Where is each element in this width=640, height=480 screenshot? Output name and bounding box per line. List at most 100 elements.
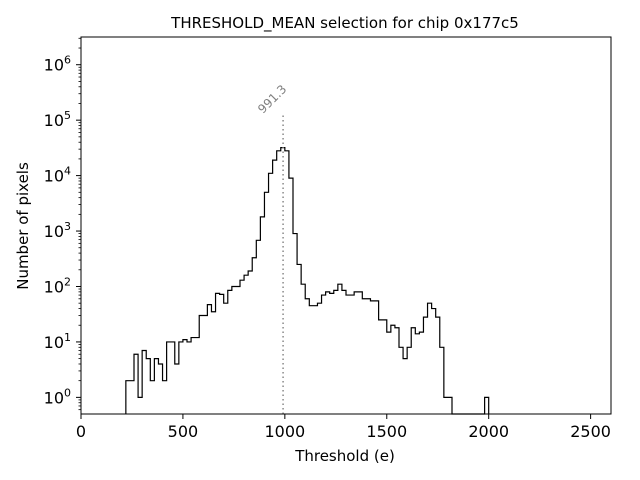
histogram-bin [313,306,317,414]
histogram-bin [244,275,248,414]
histogram-bin [138,397,142,414]
histogram-bin [134,354,138,414]
histogram-bin [228,290,232,414]
histogram-bin [232,286,236,414]
histogram-bin [154,359,158,414]
histogram-bin [273,160,277,414]
histogram-bin [334,290,338,414]
histogram-bin [370,301,374,414]
histogram-bin [395,328,399,414]
histogram-bin [432,309,436,414]
histogram-bin [375,301,379,414]
histogram-bin [423,317,427,414]
histogram-bin [440,347,444,414]
y-tick-label: 106 [44,54,71,75]
x-tick-label: 1000 [264,422,305,441]
histogram-bin [163,381,167,414]
histogram-bin [179,342,183,414]
x-tick-label: 1500 [366,422,407,441]
histogram-bin [342,290,346,414]
histogram-bin [436,317,440,414]
y-tick-label: 104 [44,165,71,186]
histogram-bin [293,234,297,414]
histogram-bin [211,312,215,414]
histogram-bin [183,340,187,414]
histogram-bin [252,258,256,414]
histogram-bin [297,264,301,414]
histogram-bin [175,364,179,414]
histogram-bin [326,292,330,414]
histogram-bin [403,359,407,414]
x-tick-label: 0 [76,422,86,441]
histogram-bin [346,295,350,414]
histogram-bin [220,294,224,414]
plot-frame [80,36,612,415]
histogram-bin [207,305,211,414]
histogram-bin [448,397,452,414]
histogram-bin [362,299,366,414]
histogram-series [125,147,490,415]
y-axis: 100 101 102 103 104 105 106 [44,37,81,411]
x-axis-label: Threshold (e) [294,447,395,465]
histogram-bin [187,342,191,414]
histogram-bin [289,178,293,414]
histogram-bin [419,332,423,414]
y-axis-label: Number of pixels [14,162,32,290]
histogram-bin [387,332,391,414]
histogram-bin [269,173,273,414]
histogram-bin [305,299,309,414]
histogram-bin [383,320,387,414]
histogram-bin [285,151,289,414]
histogram-bin [260,217,264,414]
y-tick-label: 105 [44,109,71,130]
histogram-bin [167,342,171,414]
y-tick-label: 103 [44,220,71,241]
histogram-bin [338,284,342,414]
histogram-bin [399,347,403,414]
x-tick-label: 2000 [468,422,509,441]
histogram-bin [358,292,362,414]
histogram-bin [411,328,415,414]
histogram-bin [485,397,489,414]
histogram-bin [366,299,370,414]
histogram-bin [240,280,244,414]
histogram-bin [130,381,134,414]
histogram-bin [158,364,162,414]
histogram-bin [150,381,154,414]
histogram-bin [236,286,240,414]
histogram-bin [191,338,195,414]
histogram-bin [309,306,313,414]
histogram-bin [415,334,419,414]
histogram-bin [203,315,207,414]
y-tick-label: 102 [44,275,71,296]
histogram-bin [126,381,130,414]
histogram-bin [444,397,448,414]
histogram-bin [322,295,326,414]
histogram-bin [354,292,358,414]
histogram-bin [142,351,146,414]
histogram-bin [428,303,432,414]
x-axis: 0 500 1000 1500 2000 2500 [76,414,611,441]
histogram-bin [199,315,203,414]
histogram-bin [224,303,228,414]
chart-title: THRESHOLD_MEAN selection for chip 0x177c… [170,14,519,33]
x-tick-label: 500 [168,422,199,441]
histogram-bin [256,240,260,414]
histogram-bin [146,359,150,414]
histogram-bin [216,293,220,414]
histogram-bin [391,325,395,414]
histogram-bin [330,293,334,414]
y-tick-label: 101 [44,331,71,352]
y-tick-label: 100 [44,386,71,407]
x-tick-label: 2500 [570,422,611,441]
histogram-bin [379,320,383,414]
histogram-bin [301,284,305,414]
histogram-bin [407,347,411,414]
histogram-bin [277,151,281,414]
histogram-bin [264,192,268,414]
histogram-bin [350,295,354,414]
histogram-bin [317,303,321,414]
histogram-bin [171,342,175,414]
